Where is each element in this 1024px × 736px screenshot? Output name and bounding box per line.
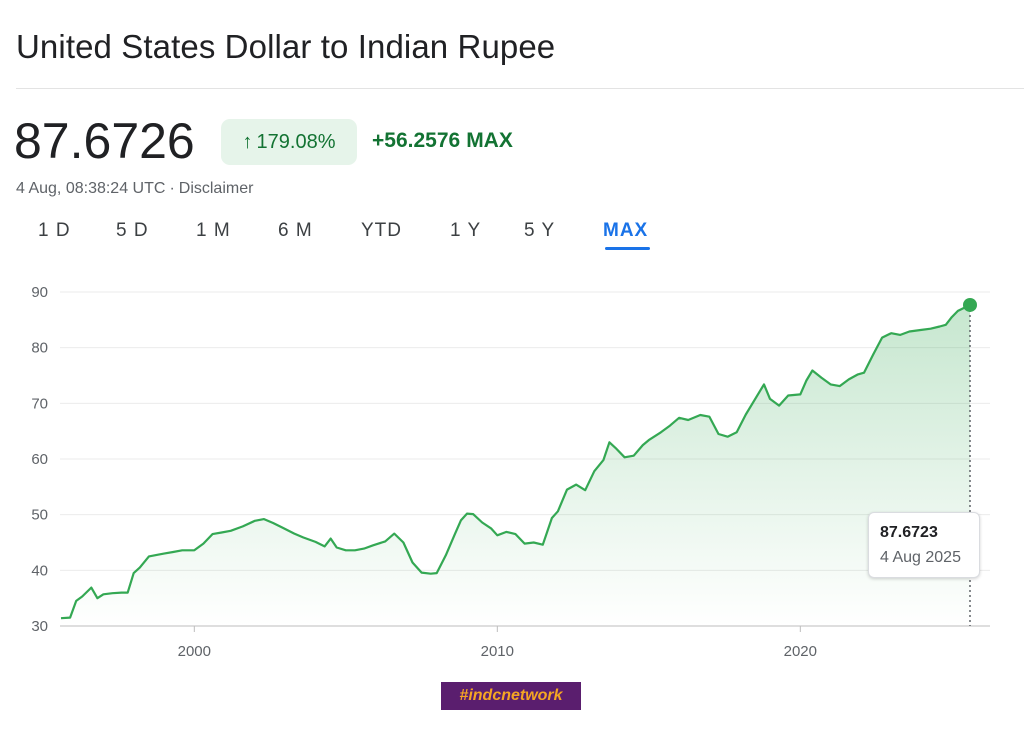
y-tick-label: 40 (31, 562, 48, 579)
current-price: 87.6726 (14, 113, 195, 169)
active-tab-indicator (605, 247, 650, 250)
arrow-up-icon: ↑ (242, 130, 253, 153)
y-tick-label: 90 (31, 284, 48, 301)
y-tick-label: 30 (31, 618, 48, 635)
page-title: United States Dollar to Indian Rupee (16, 28, 556, 65)
percent-change-value: 179.08% (256, 130, 336, 153)
change-span-label: MAX (466, 129, 513, 152)
header-divider (16, 88, 1024, 89)
quote-timestamp-row: 4 Aug, 08:38:24 UTC · Disclaimer (16, 180, 253, 198)
x-tick-label: 2020 (784, 643, 817, 660)
tooltip-value: 87.6723 (880, 524, 938, 541)
quote-timestamp: 4 Aug, 08:38:24 UTC (16, 180, 166, 197)
latest-point-marker[interactable] (963, 297, 977, 312)
tab-1m[interactable]: 1 M (196, 220, 231, 241)
tooltip-date: 4 Aug 2025 (880, 549, 961, 566)
time-range-tabs: 1 D 5 D 1 M 6 M YTD 1 Y 5 Y MAX (0, 220, 700, 254)
x-tick-label: 2000 (178, 643, 211, 660)
tab-5y[interactable]: 5 Y (524, 220, 556, 241)
tab-1y[interactable]: 1 Y (450, 220, 482, 241)
price-line (60, 304, 971, 620)
watermark-badge: #indcnetwork (441, 682, 581, 710)
tab-6m[interactable]: 6 M (278, 220, 313, 241)
price-area-fill (61, 305, 970, 626)
percent-change-badge: ↑ 179.08% (221, 119, 357, 165)
absolute-change-value: +56.2576 (372, 129, 461, 152)
y-tick-label: 70 (31, 395, 48, 412)
separator-dot: · (169, 180, 175, 197)
tab-max[interactable]: MAX (603, 220, 649, 241)
x-tick-label: 2010 (481, 643, 514, 660)
tab-1d[interactable]: 1 D (38, 220, 71, 241)
y-tick-label: 50 (31, 507, 48, 524)
y-tick-label: 60 (31, 451, 48, 468)
disclaimer-link[interactable]: Disclaimer (178, 180, 254, 197)
absolute-change: +56.2576 MAX (372, 129, 513, 153)
y-tick-label: 80 (31, 340, 48, 357)
hover-tooltip: 87.6723 4 Aug 2025 (868, 512, 980, 578)
tab-ytd[interactable]: YTD (361, 220, 402, 241)
price-chart: 30 40 50 60 70 80 90 2000 2010 2020 (31, 284, 990, 660)
tab-5d[interactable]: 5 D (116, 220, 149, 241)
